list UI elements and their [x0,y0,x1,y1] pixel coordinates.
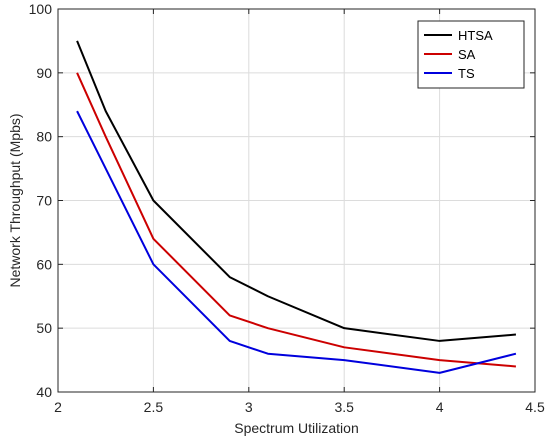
y-tick-label: 70 [36,193,52,209]
x-tick-label: 3 [245,399,253,415]
x-tick-label: 4.5 [525,399,545,415]
y-tick-label: 100 [29,1,53,17]
x-tick-label: 2.5 [144,399,164,415]
y-axis-title: Network Throughput (Mpbs) [7,113,23,287]
x-tick-label: 4 [436,399,444,415]
x-axis-title: Spectrum Utilization [234,420,359,436]
x-tick-label: 3.5 [334,399,354,415]
y-tick-label: 60 [36,256,52,272]
series-line-sa [76,72,517,368]
series-line-htsa [76,40,517,342]
legend: HTSA SA TS [417,20,525,89]
series-line-ts [76,110,517,374]
legend-label: SA [458,47,476,62]
y-tick-label: 50 [36,320,52,336]
axis-ticks: 2 2.5 3 3.5 4 4.5 40 50 60 70 80 90 100 [29,1,545,415]
legend-label: TS [458,66,475,81]
series-lines [76,40,517,374]
y-tick-label: 90 [36,65,52,81]
x-tick-label: 2 [54,399,62,415]
y-tick-label: 40 [36,384,52,400]
legend-label: HTSA [458,28,493,43]
y-tick-label: 80 [36,129,52,145]
